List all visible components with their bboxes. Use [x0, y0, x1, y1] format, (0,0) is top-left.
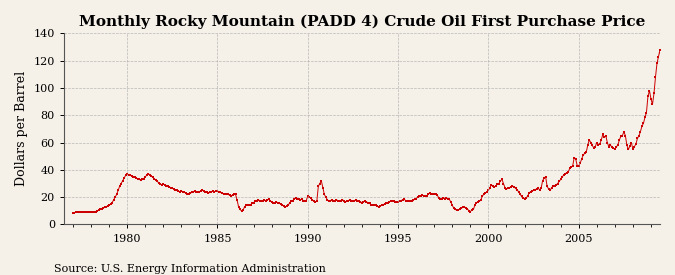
Title: Monthly Rocky Mountain (PADD 4) Crude Oil First Purchase Price: Monthly Rocky Mountain (PADD 4) Crude Oi…	[79, 15, 645, 29]
Y-axis label: Dollars per Barrel: Dollars per Barrel	[15, 71, 28, 186]
Text: Source: U.S. Energy Information Administration: Source: U.S. Energy Information Administ…	[54, 264, 326, 274]
